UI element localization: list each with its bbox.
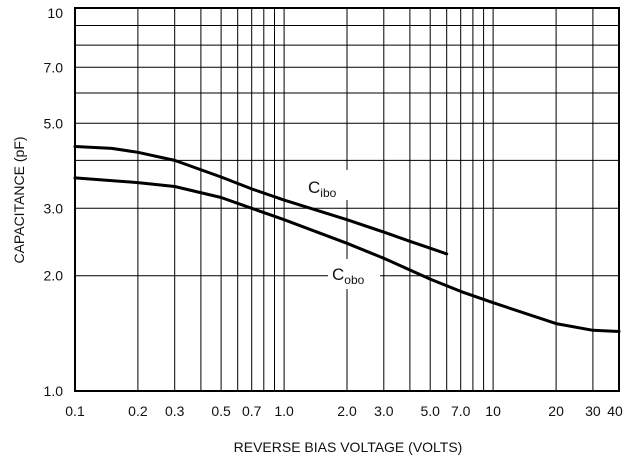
x-tick-label: 1.0 — [274, 403, 294, 419]
x-tick-label: 7.0 — [451, 403, 471, 419]
x-tick-label: 0.1 — [65, 403, 85, 419]
x-tick-label: 0.2 — [128, 403, 148, 419]
series-line-cobo — [73, 176, 621, 333]
x-tick-label: 30 — [585, 403, 601, 419]
series-layer — [73, 145, 621, 333]
x-tick-label: 0.5 — [211, 403, 231, 419]
series-label-cibo-subscript: ibo — [320, 186, 336, 200]
x-tick-label: 40 — [607, 403, 623, 419]
x-tick-labels: 0.1 0.2 0.3 0.5 0.7 1.0 2.0 3.0 5.0 7.0 10 20 30 40 — [65, 403, 623, 419]
y-tick-label: 7.0 — [44, 59, 64, 75]
y-tick-label: 1.0 — [44, 383, 64, 399]
svg-text:Cibo: Cibo — [308, 178, 337, 200]
x-tick-label: 5.0 — [420, 403, 440, 419]
y-tick-label: 5.0 — [44, 115, 64, 131]
series-line-cibo — [73, 145, 449, 256]
series-label-cobo: Cobo — [328, 259, 380, 289]
y-tick-labels: 1.0 2.0 3.0 5.0 7.0 10 — [44, 5, 64, 399]
x-tick-label: 0.3 — [165, 403, 185, 419]
x-tick-label: 2.0 — [337, 403, 357, 419]
x-axis-title: REVERSE BIAS VOLTAGE (VOLTS) — [234, 439, 463, 455]
series-label-cibo: Cibo — [304, 170, 354, 200]
x-tick-label: 20 — [548, 403, 564, 419]
x-tick-label: 10 — [485, 403, 501, 419]
y-tick-label: 3.0 — [44, 200, 64, 216]
plot-frame — [74, 7, 620, 392]
y-axis-title: CAPACITANCE (pF) — [11, 136, 27, 263]
x-tick-label: 0.7 — [242, 403, 262, 419]
y-tick-label: 10 — [47, 5, 63, 21]
y-tick-label: 2.0 — [44, 268, 64, 284]
x-tick-label: 3.0 — [374, 403, 394, 419]
series-label-cibo-main: C — [308, 178, 320, 197]
series-label-cobo-main: C — [332, 265, 344, 284]
svg-text:Cobo: Cobo — [332, 265, 365, 287]
series-label-cobo-subscript: obo — [344, 273, 364, 287]
